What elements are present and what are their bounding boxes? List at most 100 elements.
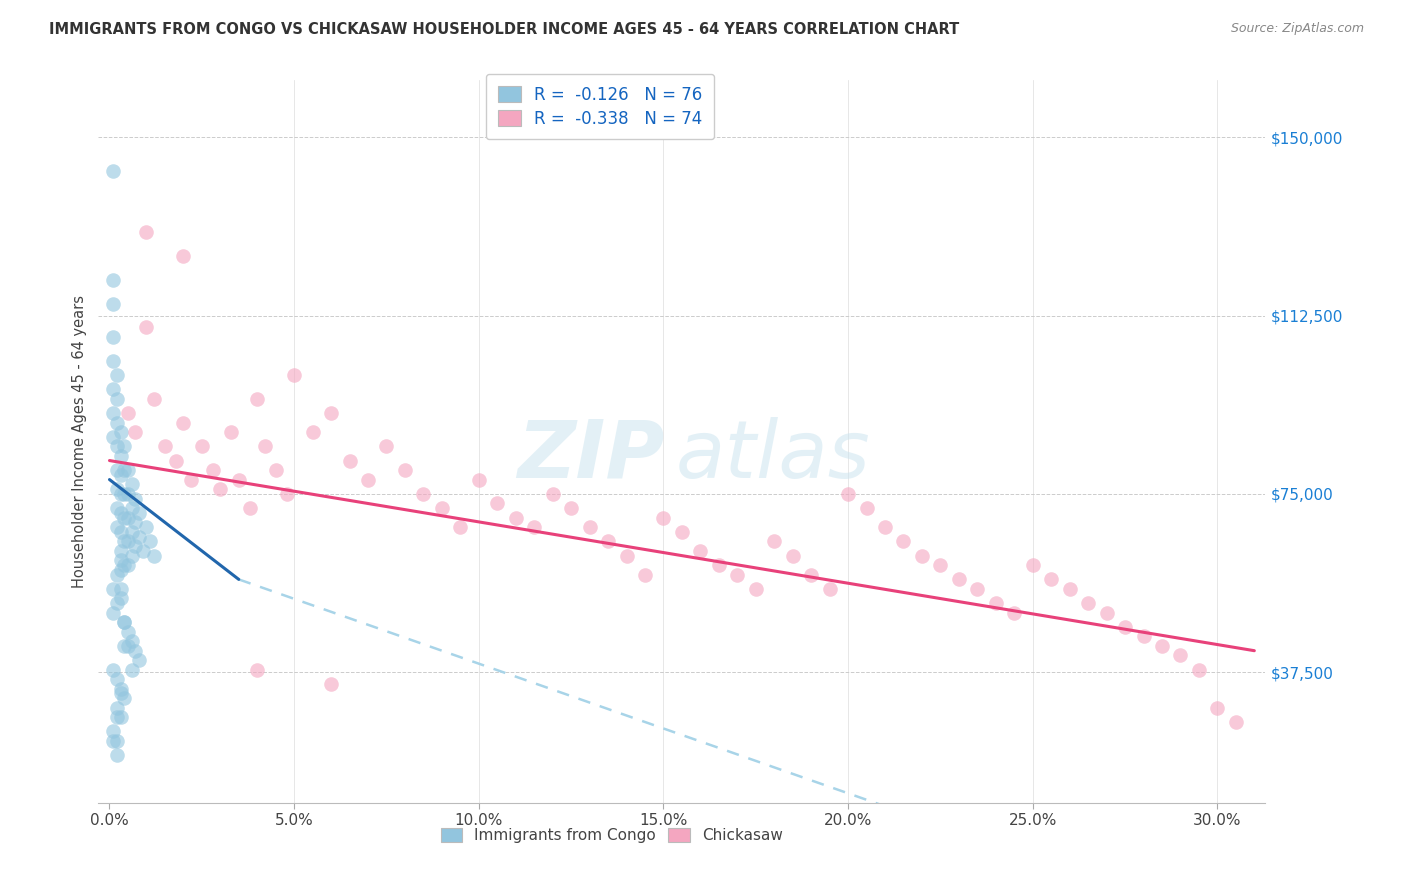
Point [110,425,132,439]
Point [128,506,150,520]
Point [1132,629,1154,643]
Point [110,449,132,463]
Point [1150,639,1173,653]
Point [1170,648,1192,663]
Point [1022,558,1045,573]
Point [1188,663,1211,677]
Point [112,691,135,706]
Point [105,463,128,477]
Point [110,710,132,724]
Point [763,534,786,549]
Point [132,544,155,558]
Point [541,487,564,501]
Point [634,567,657,582]
Point [560,501,582,516]
Point [855,501,877,516]
Point [105,368,128,382]
Point [180,473,202,487]
Point [103,430,125,444]
Point [782,549,804,563]
Point [135,226,157,240]
Point [873,520,896,534]
Point [253,439,276,453]
Point [142,392,165,406]
Point [689,544,711,558]
Point [228,473,250,487]
Point [128,653,150,667]
Point [339,453,361,467]
Point [110,506,132,520]
Point [135,520,157,534]
Point [105,482,128,496]
Point [103,406,125,420]
Point [110,467,132,482]
Point [112,534,135,549]
Point [1077,596,1099,610]
Point [201,463,224,477]
Point [1059,582,1081,596]
Point [105,710,128,724]
Point [117,624,139,639]
Point [745,582,768,596]
Point [110,563,132,577]
Point [616,549,638,563]
Point [172,416,194,430]
Point [153,439,176,453]
Point [105,439,128,453]
Point [105,392,128,406]
Point [112,615,135,630]
Point [124,425,146,439]
Point [449,520,471,534]
Point [283,368,305,382]
Point [103,606,125,620]
Point [209,482,232,496]
Point [105,520,128,534]
Point [165,453,187,467]
Point [707,558,730,573]
Point [121,477,143,491]
Point [112,510,135,524]
Legend: Immigrants from Congo, Chickasaw: Immigrants from Congo, Chickasaw [434,822,789,849]
Point [1206,700,1229,714]
Point [103,296,125,310]
Point [105,700,128,714]
Point [837,487,859,501]
Point [105,748,128,763]
Point [112,615,135,630]
Point [103,273,125,287]
Point [112,487,135,501]
Point [357,473,380,487]
Point [121,524,143,539]
Point [221,425,243,439]
Point [246,663,269,677]
Point [319,677,342,691]
Point [121,549,143,563]
Y-axis label: Householder Income Ages 45 - 64 years: Householder Income Ages 45 - 64 years [72,295,87,588]
Point [893,534,915,549]
Point [246,392,269,406]
Point [117,534,139,549]
Point [984,596,1007,610]
Point [117,639,139,653]
Point [135,320,157,334]
Point [142,549,165,563]
Point [103,382,125,396]
Point [1002,606,1025,620]
Point [110,681,132,696]
Point [486,496,509,510]
Point [966,582,988,596]
Point [264,463,287,477]
Point [112,439,135,453]
Point [110,686,132,700]
Point [818,582,841,596]
Point [103,353,125,368]
Point [128,530,150,544]
Point [172,249,194,263]
Point [191,439,214,453]
Point [124,491,146,506]
Point [112,639,135,653]
Point [596,534,619,549]
Text: atlas: atlas [676,417,870,495]
Point [103,663,125,677]
Point [110,524,132,539]
